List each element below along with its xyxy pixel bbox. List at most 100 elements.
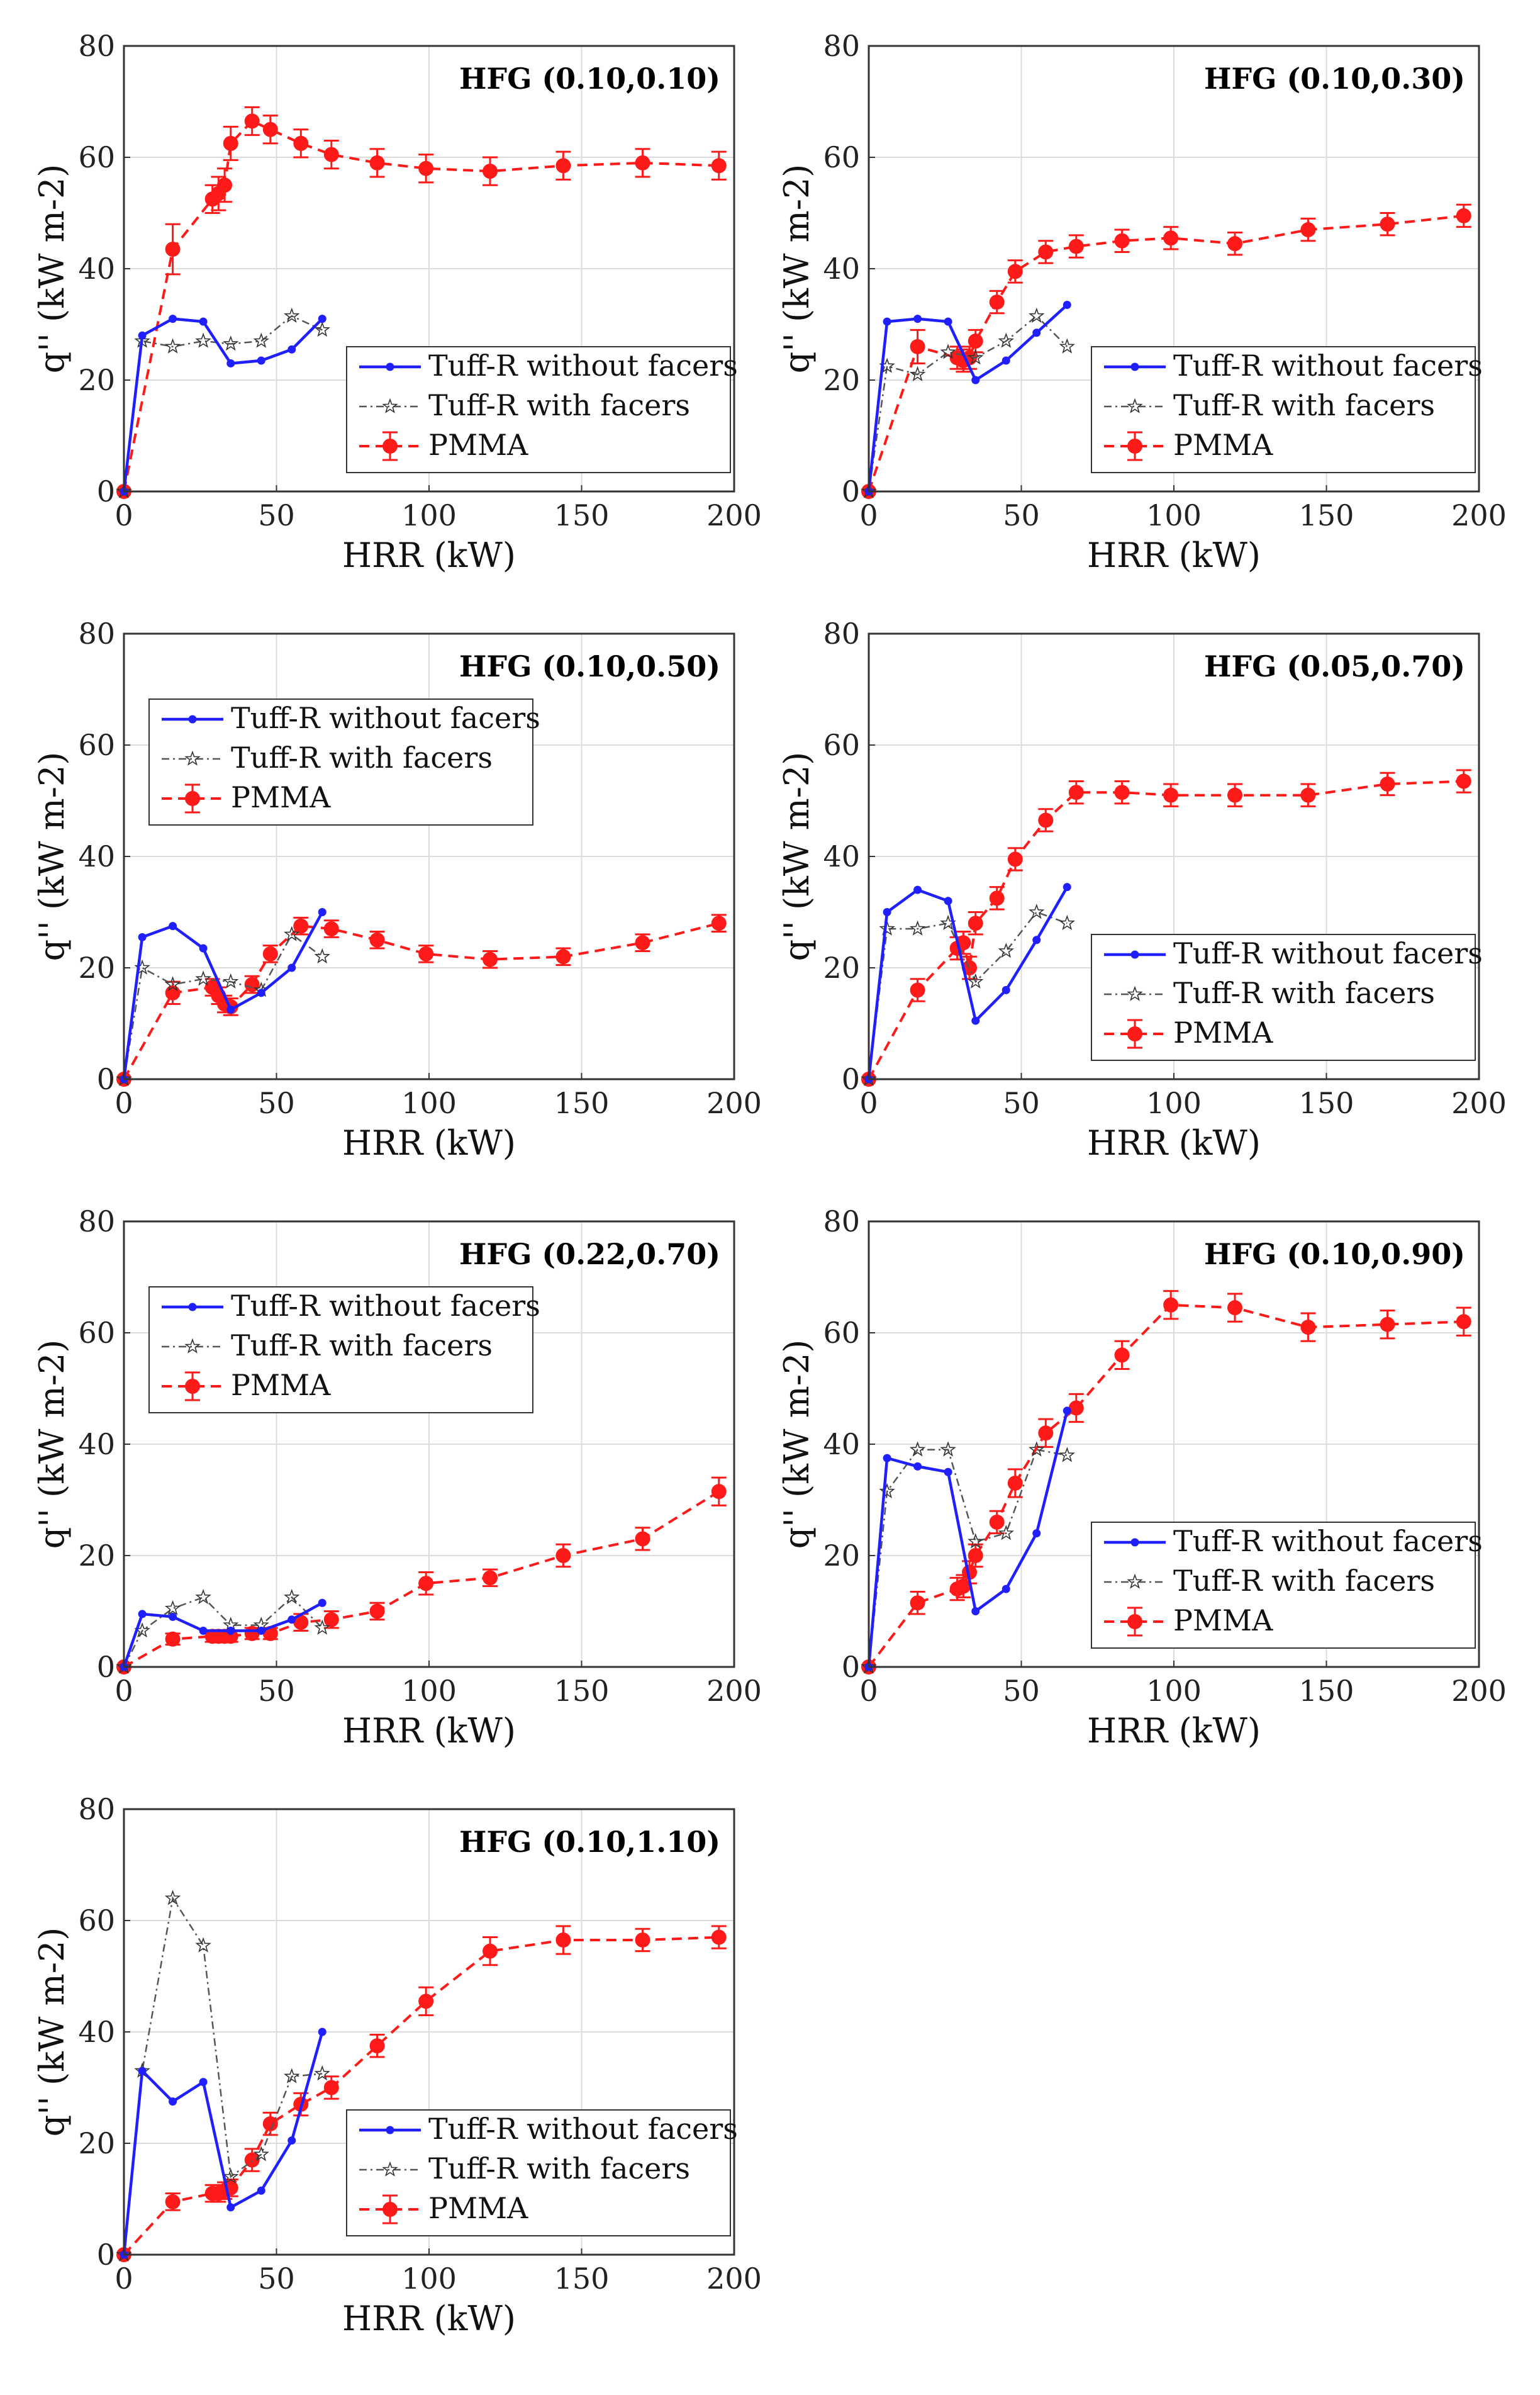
legend-marker-with-facers xyxy=(382,398,398,413)
pmma-point xyxy=(711,916,727,931)
x-tick-label: 150 xyxy=(554,2262,610,2296)
legend-label-with-facers: Tuff-R with facers xyxy=(1173,1564,1435,1598)
pmma-point xyxy=(418,946,434,962)
pmma-point xyxy=(369,155,385,171)
pmma-point xyxy=(968,1548,983,1563)
x-tick-label: 200 xyxy=(1451,1086,1507,1120)
legend-marker-with-facers xyxy=(1127,985,1143,1001)
x-tick-label: 100 xyxy=(401,2262,457,2296)
pmma-point xyxy=(962,1564,978,1580)
pmma-point xyxy=(989,1514,1005,1530)
with-facers-point xyxy=(164,1600,181,1615)
without-facers-point xyxy=(944,1467,952,1476)
pmma-point xyxy=(217,177,233,193)
with-facers-point xyxy=(195,332,211,348)
x-tick-label: 200 xyxy=(1451,1674,1507,1708)
pmma-point xyxy=(323,2080,339,2095)
pmma-point xyxy=(910,339,925,354)
without-facers-point xyxy=(944,897,952,906)
y-tick-label: 60 xyxy=(823,728,860,762)
pmma-point xyxy=(483,951,498,967)
without-facers-point xyxy=(883,317,891,326)
x-tick-label: 0 xyxy=(859,1674,878,1708)
y-axis-label: q'' (kW m-2) xyxy=(32,752,72,962)
x-tick-label: 150 xyxy=(554,1674,610,1708)
with-facers-point xyxy=(940,1441,956,1457)
pmma-point xyxy=(1227,1300,1242,1316)
y-tick-label: 80 xyxy=(78,1792,115,1826)
legend-marker-without-facers xyxy=(1130,362,1139,371)
x-tick-label: 0 xyxy=(859,498,878,532)
legend-label-with-facers: Tuff-R with facers xyxy=(428,2151,690,2185)
without-facers-point xyxy=(1002,356,1010,365)
series-line-with-facers xyxy=(868,1449,1068,1668)
pmma-point xyxy=(244,2152,260,2168)
without-facers-point xyxy=(257,356,265,365)
without-facers-point xyxy=(257,2186,265,2195)
legend-label-with-facers: Tuff-R with facers xyxy=(231,1328,493,1362)
without-facers-point xyxy=(138,933,147,941)
x-tick-label: 50 xyxy=(258,1086,295,1120)
x-tick-label: 50 xyxy=(1003,1086,1040,1120)
pmma-point xyxy=(1068,785,1084,800)
pmma-point xyxy=(989,890,1005,906)
with-facers-point xyxy=(164,1890,181,1905)
legend-marker-without-facers xyxy=(1130,1538,1139,1547)
pmma-point xyxy=(555,1932,571,1948)
legend-marker-pmma xyxy=(382,2202,398,2217)
without-facers-point xyxy=(318,1598,326,1607)
pmma-point xyxy=(223,135,238,151)
legend: Tuff-R without facers Tuff-R with facers P… xyxy=(148,1286,540,1413)
legend-label-without-facers: Tuff-R without facers xyxy=(231,1289,540,1323)
panel-title: HFG (0.10,0.50) xyxy=(459,649,720,683)
axes-frame xyxy=(868,45,1480,493)
without-facers-point xyxy=(169,922,177,931)
legend-marker-with-facers xyxy=(184,750,201,766)
x-tick-label: 200 xyxy=(706,2262,762,2296)
without-facers-point xyxy=(169,1612,177,1621)
legend-label-without-facers: Tuff-R without facers xyxy=(1173,349,1483,383)
with-facers-point xyxy=(223,973,239,989)
pmma-point xyxy=(1227,787,1242,803)
with-facers-point xyxy=(1059,914,1075,931)
y-tick-label: 0 xyxy=(97,2238,115,2272)
pmma-point xyxy=(369,1603,385,1619)
pmma-point xyxy=(635,1932,650,1948)
with-facers-point xyxy=(253,2146,269,2162)
y-tick-label: 20 xyxy=(823,1539,860,1573)
without-facers-point xyxy=(1063,301,1071,310)
legend: Tuff-R without facers Tuff-R with facers P… xyxy=(1091,1522,1483,1649)
legend-marker-pmma xyxy=(1127,1026,1142,1041)
x-tick-label: 0 xyxy=(114,1086,133,1120)
x-tick-label: 100 xyxy=(1146,1674,1202,1708)
with-facers-point xyxy=(968,1533,984,1549)
without-facers-point xyxy=(883,908,891,916)
y-tick-label: 40 xyxy=(823,252,860,286)
with-facers-point xyxy=(314,322,330,337)
x-tick-label: 0 xyxy=(859,1086,878,1120)
x-tick-label: 150 xyxy=(1299,498,1354,532)
pmma-point xyxy=(968,334,983,349)
with-facers-point xyxy=(968,973,984,989)
pmma-point xyxy=(555,949,571,965)
pmma-point xyxy=(555,158,571,174)
y-tick-label: 60 xyxy=(823,140,860,174)
series-line-without-facers xyxy=(122,911,324,1080)
pmma-point xyxy=(223,1629,238,1644)
legend-marker-with-facers xyxy=(184,1338,201,1354)
legend-marker-without-facers xyxy=(386,362,394,371)
pmma-point xyxy=(635,155,650,171)
pmma-point xyxy=(369,932,385,948)
pmma-point xyxy=(323,921,339,937)
x-tick-label: 200 xyxy=(706,1086,762,1120)
y-axis-label: q'' (kW m-2) xyxy=(777,752,817,962)
without-facers-point xyxy=(169,315,177,323)
legend-marker-without-facers xyxy=(386,2126,394,2134)
legend-label-pmma: PMMA xyxy=(1173,428,1273,462)
with-facers-point xyxy=(223,335,239,351)
with-facers-point xyxy=(1059,338,1075,354)
pmma-point xyxy=(165,2194,181,2209)
pmma-point xyxy=(1163,787,1179,803)
pmma-point xyxy=(262,2116,278,2132)
